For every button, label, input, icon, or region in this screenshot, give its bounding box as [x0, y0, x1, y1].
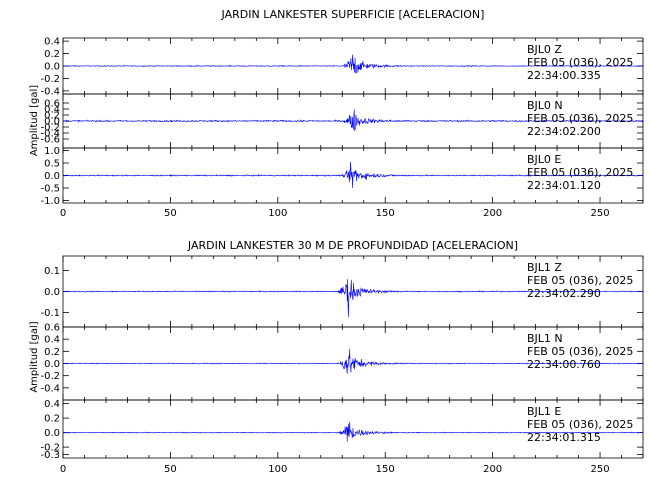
y-tick-label: -0.2 — [40, 74, 60, 85]
y-tick-label: 0.5 — [44, 159, 60, 170]
chart-title: JARDIN LANKESTER 30 M DE PROFUNDIDAD [AC… — [187, 239, 518, 252]
x-tick-label: 0 — [60, 208, 66, 219]
x-tick-label: 100 — [268, 464, 287, 475]
channel-label: BJL0 N — [527, 99, 563, 112]
date-label: FEB 05 (036), 2025 — [527, 345, 633, 358]
date-label: FEB 05 (036), 2025 — [527, 166, 633, 179]
x-tick-label: 50 — [164, 208, 177, 219]
channel-label: BJL0 E — [527, 153, 561, 166]
start-time-label: 22:34:00.335 — [527, 69, 601, 82]
x-tick-label: 200 — [483, 464, 502, 475]
y-tick-label: -0.1 — [40, 308, 60, 319]
y-tick-label: 0.4 — [44, 105, 60, 116]
y-tick-label: 0.1 — [44, 266, 60, 277]
y-tick-label: 1.0 — [44, 146, 60, 157]
waveform-line — [62, 279, 644, 318]
y-tick-label: -0.2 — [40, 371, 60, 382]
channel-label: BJL1 Z — [527, 261, 562, 274]
x-tick-label: 250 — [590, 208, 609, 219]
strip-frame — [62, 399, 644, 459]
y-tick-label: 0.0 — [44, 428, 60, 439]
x-tick-label: 150 — [376, 464, 395, 475]
y-tick-label: 0.2 — [44, 347, 60, 358]
x-tick-label: 250 — [590, 464, 609, 475]
y-tick-label: -0.3 — [40, 450, 60, 461]
start-time-label: 22:34:01.120 — [527, 179, 601, 192]
y-tick-label: 0.0 — [44, 171, 60, 182]
channel-label: BJL1 N — [527, 332, 563, 345]
start-time-label: 22:34:01.315 — [527, 431, 601, 444]
y-tick-label: -0.2 — [40, 123, 60, 134]
y-tick-label: 0.4 — [44, 37, 60, 48]
y-tick-label: 0.4 — [44, 399, 60, 410]
start-time-label: 22:34:02.290 — [527, 287, 601, 300]
y-tick-label: 0.2 — [44, 414, 60, 425]
date-label: FEB 05 (036), 2025 — [527, 56, 633, 69]
channel-label: BJL0 Z — [527, 43, 562, 56]
chart-panel-0: JARDIN LANKESTER SUPERFICIE [ACELERACION… — [29, 8, 644, 219]
waveform-line — [62, 109, 644, 131]
chart-panel-1: JARDIN LANKESTER 30 M DE PROFUNDIDAD [AC… — [29, 239, 644, 475]
y-tick-label: -0.5 — [40, 184, 60, 195]
y-tick-label: 0.0 — [44, 287, 60, 298]
waveform-line — [62, 421, 644, 442]
waveform-line — [62, 54, 644, 74]
waveform-line — [62, 348, 644, 374]
x-tick-label: 150 — [376, 208, 395, 219]
x-tick-label: 200 — [483, 208, 502, 219]
waveform-line — [62, 161, 644, 189]
y-tick-label: 0.2 — [44, 49, 60, 60]
y-tick-label: 0.0 — [44, 62, 60, 73]
y-axis-label: Amplitud [gal] — [29, 321, 40, 392]
y-tick-label: -0.4 — [40, 383, 60, 394]
x-tick-label: 100 — [268, 208, 287, 219]
y-axis-label: Amplitud [gal] — [29, 85, 40, 156]
date-label: FEB 05 (036), 2025 — [527, 112, 633, 125]
date-label: FEB 05 (036), 2025 — [527, 274, 633, 287]
y-tick-label: -1.0 — [40, 196, 60, 207]
y-tick-label: -0.2 — [40, 443, 60, 454]
y-tick-label: 0.6 — [44, 99, 60, 110]
y-tick-label: 0.2 — [44, 111, 60, 122]
y-tick-label: 0.6 — [44, 323, 60, 334]
y-tick-label: -0.6 — [40, 135, 60, 146]
y-tick-label: 0.4 — [44, 335, 60, 346]
y-tick-label: 0.0 — [44, 117, 60, 128]
chart-title: JARDIN LANKESTER SUPERFICIE [ACELERACION… — [221, 8, 485, 21]
date-label: FEB 05 (036), 2025 — [527, 418, 633, 431]
start-time-label: 22:34:00.760 — [527, 358, 601, 371]
x-tick-label: 0 — [60, 464, 66, 475]
channel-label: BJL1 E — [527, 405, 561, 418]
x-tick-label: 50 — [164, 464, 177, 475]
start-time-label: 22:34:02.200 — [527, 125, 601, 138]
y-tick-label: -0.4 — [40, 86, 60, 97]
y-tick-label: 0.0 — [44, 359, 60, 370]
y-tick-label: -0.4 — [40, 129, 60, 140]
